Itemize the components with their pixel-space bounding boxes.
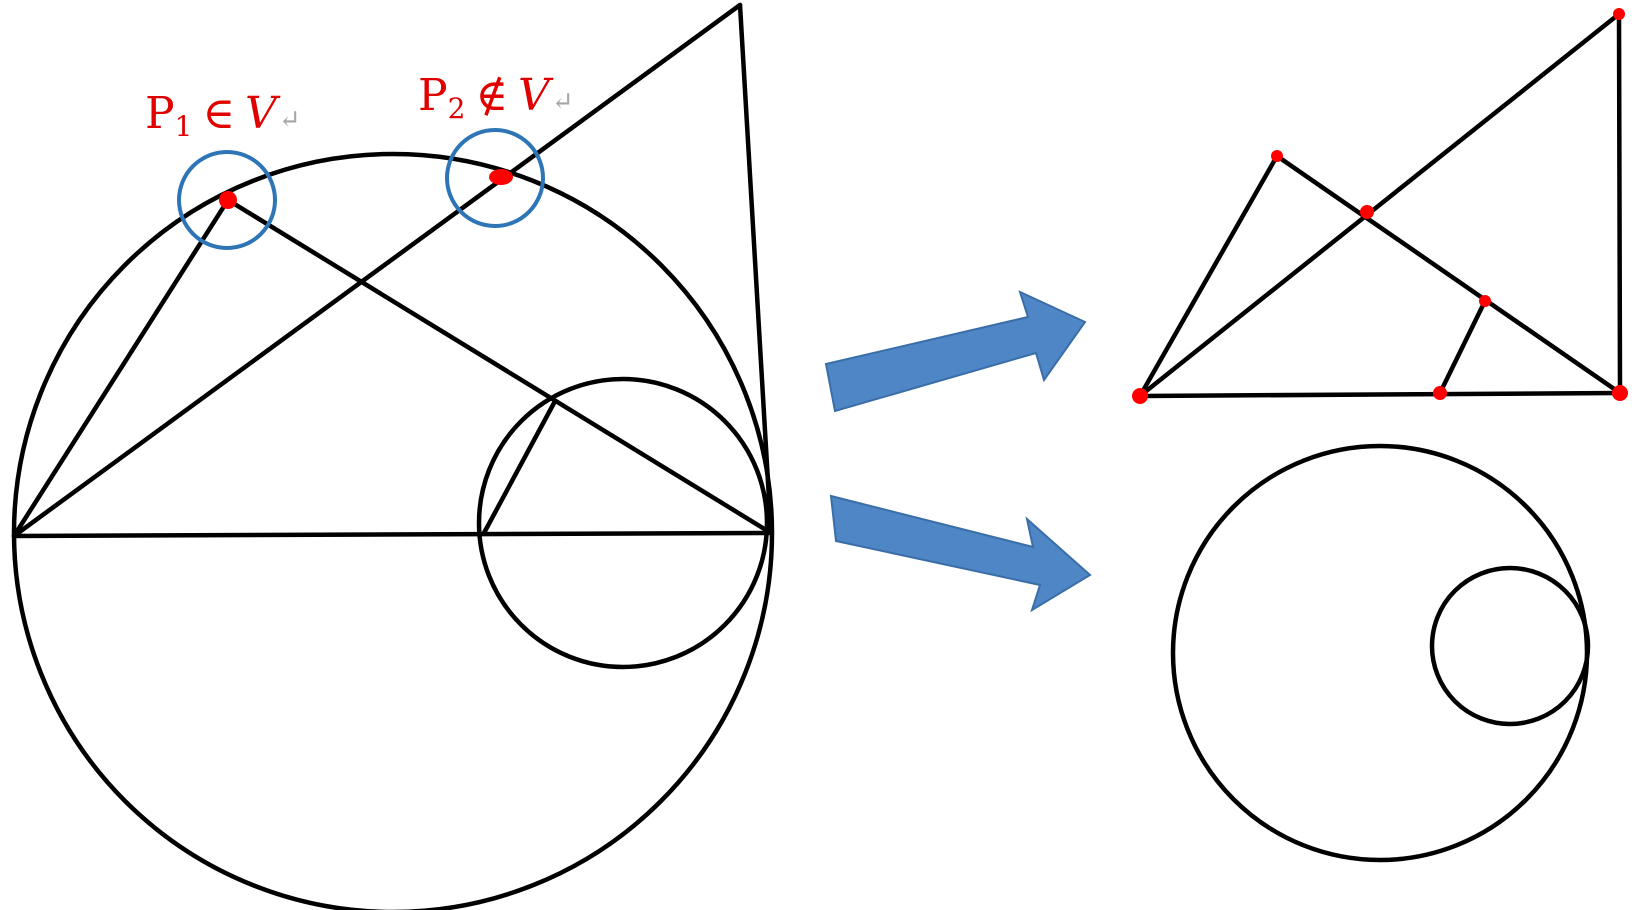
source-figure: P1 ∈ V↵ P2 ∉ V↵ <box>11 2 775 910</box>
slant-edge <box>1274 153 1623 396</box>
vertex-point <box>1132 388 1148 404</box>
point-p2 <box>489 169 513 185</box>
p1-highlight-circle <box>177 150 277 250</box>
inner-segment <box>481 400 557 536</box>
diagonal-line <box>1137 11 1622 399</box>
extracted-lines-figure <box>1132 8 1628 404</box>
p1-label: P1 ∈ V↵ <box>145 88 301 143</box>
p2-highlight-circle <box>445 128 545 228</box>
intersection-point <box>1433 386 1447 400</box>
tangent-line <box>737 2 774 536</box>
left-edge <box>1137 153 1280 399</box>
vertex-point <box>1612 385 1628 401</box>
small-circle <box>476 376 770 670</box>
p2-label: P2 ∉ V↵ <box>418 70 574 125</box>
base-line <box>1137 390 1623 399</box>
right-arrow-icon <box>824 290 1087 413</box>
chord-p1-b <box>225 197 774 536</box>
right-edge <box>1616 11 1623 396</box>
small-circle <box>1429 565 1591 727</box>
point-p1 <box>219 191 237 209</box>
vertex-point <box>1271 150 1283 162</box>
extracted-circles-figure <box>1170 443 1591 863</box>
inner-segment <box>1437 298 1488 396</box>
chord-a-p1 <box>11 197 231 539</box>
secant-line <box>11 2 743 539</box>
vertex-point <box>1613 8 1625 20</box>
diameter-line <box>11 530 774 539</box>
big-circle <box>1170 443 1590 863</box>
intersection-point <box>1360 205 1374 219</box>
intersection-point <box>1479 295 1491 307</box>
right-arrow-icon <box>829 494 1092 613</box>
